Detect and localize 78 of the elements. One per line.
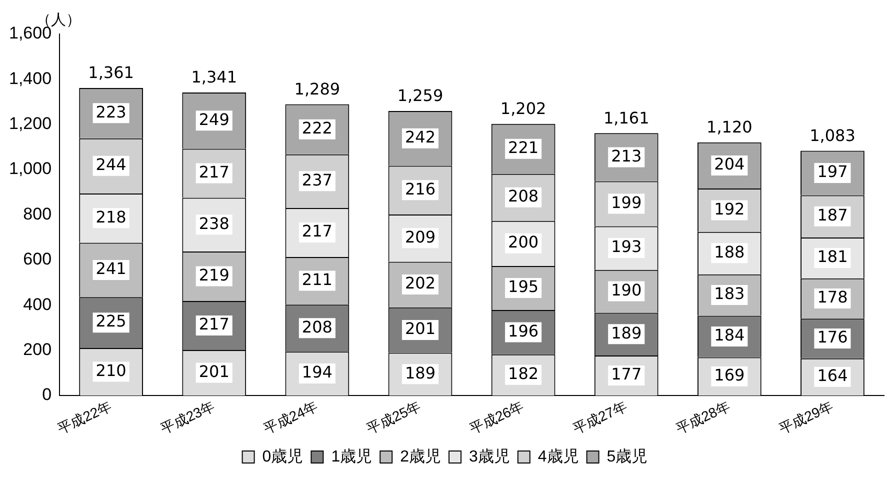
data-label: 199 bbox=[611, 192, 642, 212]
data-label: 194 bbox=[302, 362, 332, 382]
x-tick-label: 平成25年 bbox=[364, 398, 424, 437]
data-label: 213 bbox=[611, 146, 642, 166]
data-label: 222 bbox=[302, 118, 332, 138]
data-label: 244 bbox=[96, 155, 126, 174]
data-label: 210 bbox=[96, 360, 126, 380]
legend-label: 3歳児 bbox=[469, 447, 510, 466]
x-tick-label: 平成29年 bbox=[776, 398, 836, 437]
data-label: 195 bbox=[508, 277, 539, 296]
total-label: 1,341 bbox=[191, 68, 238, 87]
data-label: 241 bbox=[96, 259, 126, 278]
data-label: 221 bbox=[508, 138, 539, 158]
total-label: 1,259 bbox=[397, 86, 444, 106]
legend-label: 2歳児 bbox=[400, 447, 442, 466]
y-tick-label: 200 bbox=[23, 340, 52, 359]
data-label: 176 bbox=[817, 328, 848, 347]
legend-label: 4歳児 bbox=[538, 447, 579, 466]
y-tick-label: 600 bbox=[23, 250, 52, 269]
data-label: 187 bbox=[817, 206, 848, 225]
data-label: 196 bbox=[508, 321, 539, 340]
data-label: 181 bbox=[817, 247, 848, 266]
y-tick-label: 400 bbox=[23, 294, 52, 314]
data-label: 178 bbox=[817, 288, 848, 307]
total-label: 1,361 bbox=[88, 63, 134, 82]
data-label: 223 bbox=[96, 102, 126, 122]
data-label: 183 bbox=[714, 284, 745, 304]
data-label: 208 bbox=[508, 186, 539, 206]
y-tick-label: 1,200 bbox=[8, 114, 52, 134]
data-label: 190 bbox=[611, 280, 642, 300]
data-label: 164 bbox=[817, 366, 848, 386]
data-label: 211 bbox=[302, 270, 332, 289]
data-label: 177 bbox=[611, 364, 642, 384]
total-label: 1,120 bbox=[706, 118, 752, 137]
data-label: 238 bbox=[198, 214, 230, 233]
y-tick-label: 0 bbox=[42, 385, 52, 404]
total-label: 1,202 bbox=[500, 99, 546, 118]
x-tick-label: 平成28年 bbox=[673, 398, 732, 437]
data-label: 242 bbox=[404, 128, 436, 147]
data-label: 237 bbox=[302, 170, 332, 190]
data-label: 208 bbox=[302, 317, 332, 336]
data-label: 202 bbox=[404, 274, 436, 293]
y-tick-label: 1,000 bbox=[8, 159, 52, 178]
data-label: 217 bbox=[198, 314, 230, 334]
data-label: 218 bbox=[96, 207, 126, 226]
data-label: 219 bbox=[198, 265, 230, 284]
data-label: 200 bbox=[508, 232, 539, 252]
data-label: 217 bbox=[198, 162, 230, 182]
data-label: 193 bbox=[611, 237, 642, 256]
data-label: 184 bbox=[714, 326, 745, 345]
data-label: 189 bbox=[404, 363, 436, 382]
data-label: 189 bbox=[611, 323, 642, 342]
data-label: 182 bbox=[508, 364, 539, 384]
x-tick-label: 平成27年 bbox=[570, 398, 630, 437]
x-tick-label: 平成23年 bbox=[158, 398, 218, 437]
total-label: 1,083 bbox=[810, 126, 856, 145]
total-label: 1,161 bbox=[603, 108, 650, 128]
x-tick-label: 平成22年 bbox=[55, 398, 114, 437]
data-label: 216 bbox=[404, 179, 436, 198]
legend-label: 1歳児 bbox=[331, 447, 372, 466]
data-label: 217 bbox=[302, 222, 332, 241]
x-tick-label: 平成26年 bbox=[467, 398, 526, 437]
data-label: 204 bbox=[714, 154, 745, 174]
legend-label: 5歳児 bbox=[606, 447, 648, 466]
data-label: 249 bbox=[198, 110, 230, 129]
legend-label: 0歳児 bbox=[262, 447, 304, 466]
data-label: 169 bbox=[714, 366, 745, 385]
data-label: 188 bbox=[714, 242, 745, 262]
data-label: 209 bbox=[404, 227, 436, 246]
data-label: 201 bbox=[404, 319, 436, 338]
x-tick-label: 平成24年 bbox=[261, 398, 320, 437]
y-tick-label: 1,400 bbox=[8, 68, 52, 88]
data-label: 197 bbox=[817, 162, 848, 182]
data-label: 225 bbox=[96, 312, 126, 331]
y-tick-label: 800 bbox=[23, 204, 52, 224]
data-label: 192 bbox=[714, 199, 745, 218]
total-label: 1,289 bbox=[294, 79, 340, 98]
data-label: 201 bbox=[198, 362, 230, 381]
